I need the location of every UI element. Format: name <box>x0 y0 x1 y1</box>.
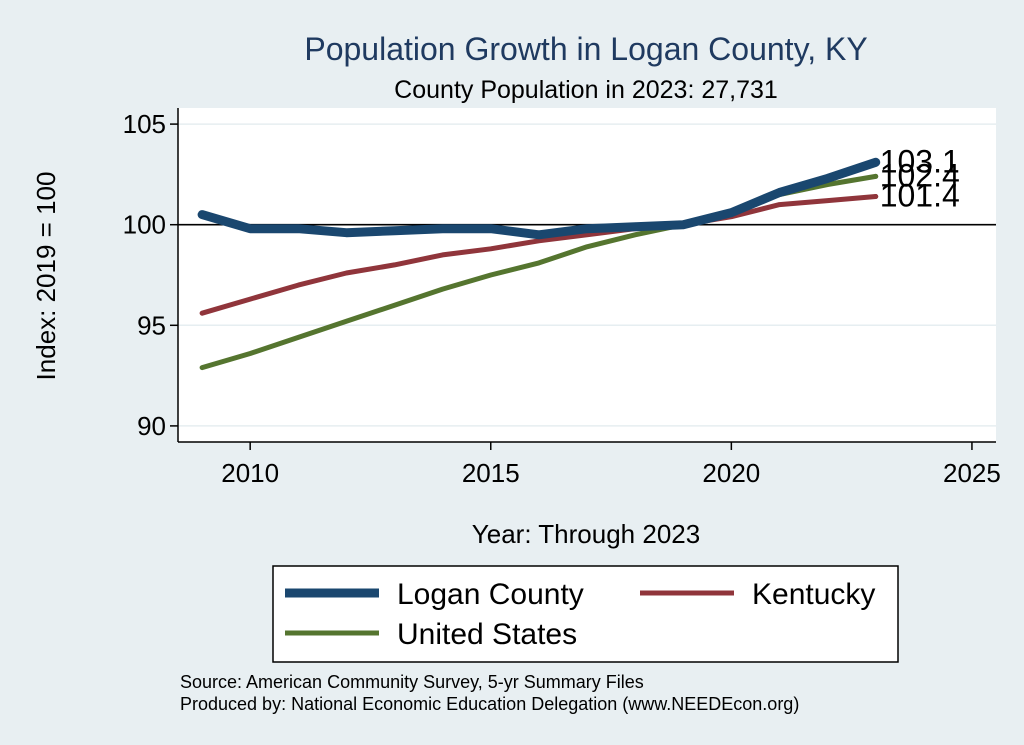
end-label-logan-county: 103.1 <box>880 143 960 179</box>
end-point-united-states <box>873 173 879 179</box>
series-lines <box>197 157 881 371</box>
end-point-logan-county <box>873 159 879 165</box>
x-tick-label-2025: 2025 <box>943 458 1001 488</box>
legend: Logan County Kentucky United States <box>272 565 899 663</box>
x-tick-label-2015: 2015 <box>462 458 520 488</box>
y-tick-label-105: 105 <box>123 109 166 139</box>
chart-subtitle: County Population in 2023: 27,731 <box>394 76 778 104</box>
chart-title: Population Growth in Logan County, KY <box>304 31 867 67</box>
end-label-kentucky: 101.4 <box>880 178 960 214</box>
x-axis-title: Year: Through 2023 <box>472 519 700 549</box>
legend-box <box>272 565 899 663</box>
legend-label-kentucky: Kentucky <box>752 578 875 611</box>
x-tick-label-2020: 2020 <box>702 458 760 488</box>
end-point-kentucky <box>873 194 879 200</box>
y-axis-title: Index: 2019 = 100 <box>31 172 61 381</box>
legend-label-united-states: United States <box>397 618 577 651</box>
legend-label-logan-county: Logan County <box>397 578 584 611</box>
y-tick-label-95: 95 <box>137 310 166 340</box>
source-note: Source: American Community Survey, 5-yr … <box>180 672 644 692</box>
plot-background <box>178 108 996 442</box>
axes <box>170 108 996 450</box>
tick-labels: 90 95 100 105 2010 2015 2020 2025 <box>123 109 1001 488</box>
y-tick-label-90: 90 <box>137 411 166 441</box>
series-line-logan-county <box>197 157 881 240</box>
series-line-kentucky <box>199 194 879 316</box>
legend-entries: Logan County Kentucky United States <box>285 578 875 651</box>
x-tick-label-2010: 2010 <box>221 458 279 488</box>
produced-note: Produced by: National Economic Education… <box>180 694 799 714</box>
y-tick-label-100: 100 <box>123 210 166 240</box>
end-label-united-states: 102.4 <box>880 157 960 193</box>
